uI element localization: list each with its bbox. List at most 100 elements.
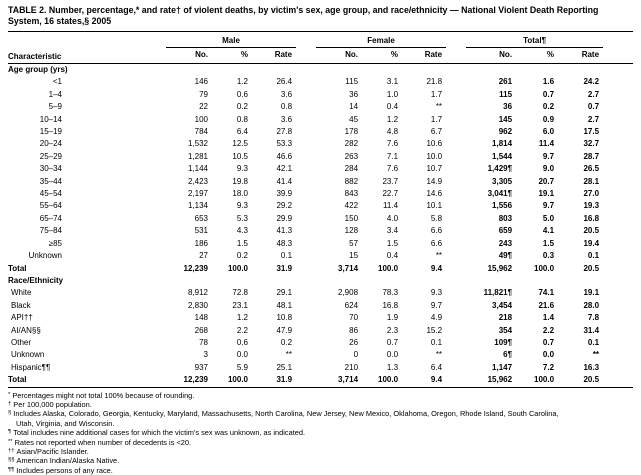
total-pct-cell: 100.0 bbox=[534, 263, 555, 273]
row-label-cell: Black bbox=[8, 300, 166, 312]
spacer-cell bbox=[446, 138, 466, 150]
group-header-row: Characteristic Male Female Total¶ bbox=[8, 31, 634, 64]
footnotes: * Percentages might not total 100% becau… bbox=[8, 391, 578, 475]
footnote-marker: †† bbox=[8, 448, 15, 454]
female-rate-cell: 4.9 bbox=[430, 313, 443, 323]
spacer-cell bbox=[603, 138, 633, 150]
female-no-cell: 26 bbox=[349, 337, 359, 347]
spacer-cell bbox=[446, 101, 466, 113]
row-label: 55–64 bbox=[39, 201, 62, 211]
male-pct-cell: 9.3 bbox=[236, 164, 248, 174]
total-rate-cell: 19.3 bbox=[583, 201, 600, 211]
footnote-text: Includes Alaska, Colorado, Georgia, Kent… bbox=[13, 409, 559, 428]
total-group-header: Total¶ bbox=[466, 31, 604, 48]
female-no-cell: 3,714 bbox=[316, 374, 363, 388]
table-row: 10–14 100 0.8 3.6 45 1.2 1.7 145 0.9 2.7 bbox=[8, 114, 633, 126]
total-no-cell: 1,429¶ bbox=[487, 164, 513, 174]
spacer-cell bbox=[446, 238, 466, 250]
total-rate-cell: 7.8 bbox=[587, 313, 600, 323]
footnote: ¶¶ Includes persons of any race. bbox=[8, 466, 578, 475]
female-no-cell: 70 bbox=[349, 313, 359, 323]
table-row: Unknown 27 0.2 0.1 15 0.4 ** 49¶ 0.3 0.1 bbox=[8, 250, 633, 262]
female-rate-cell: 9.7 bbox=[430, 300, 443, 310]
spacer-cell bbox=[296, 114, 316, 126]
male-pct-cell: 6.4 bbox=[236, 127, 248, 137]
spacer-cell bbox=[446, 263, 466, 275]
female-rate-cell: 1.7 bbox=[430, 89, 443, 99]
male-pct-cell: 0.0 bbox=[236, 350, 248, 360]
spacer-cell bbox=[446, 114, 466, 126]
table-row: 75–84 531 4.3 41.3 128 3.4 6.6 659 4.1 20.5 bbox=[8, 225, 633, 237]
total-no-cell: 1,147 bbox=[492, 362, 513, 372]
male-pct-cell: 1.2 bbox=[236, 313, 248, 323]
female-rate-cell: 15.2 bbox=[426, 325, 443, 335]
male-rate-cell: 10.8 bbox=[276, 313, 293, 323]
column-spacer bbox=[296, 31, 317, 64]
female-pct-cell: 1.2 bbox=[386, 114, 399, 124]
spacer-cell bbox=[296, 362, 316, 374]
male-pct-cell: 18.0 bbox=[232, 189, 248, 199]
spacer-cell bbox=[446, 287, 466, 299]
female-no-cell: 2,908 bbox=[338, 288, 359, 298]
total-pct-cell: 21.6 bbox=[538, 300, 555, 310]
male-pct-cell: 23.1 bbox=[232, 300, 248, 310]
male-group-header: Male bbox=[166, 31, 297, 48]
spacer-cell bbox=[296, 312, 316, 324]
table-row: 65–74 653 5.3 29.9 150 4.0 5.8 803 5.0 16.8 bbox=[8, 213, 633, 225]
spacer-cell bbox=[296, 325, 316, 337]
male-no-cell: 1,144 bbox=[187, 164, 208, 174]
spacer-cell bbox=[296, 151, 316, 163]
total-no-cell: 36 bbox=[503, 102, 513, 112]
footnote: † Per 100,000 population. bbox=[8, 400, 578, 409]
table-title: TABLE 2. Number, percentage,* and rate† … bbox=[8, 5, 599, 26]
total-rate-cell: 0.1 bbox=[587, 337, 600, 347]
female-rate-cell: 14.9 bbox=[426, 176, 443, 186]
spacer-cell bbox=[446, 200, 466, 212]
male-pct-cell: 4.3 bbox=[236, 226, 248, 236]
male-rate-cell: ** bbox=[285, 350, 293, 360]
row-label-cell: Total bbox=[8, 374, 166, 388]
footnote-marker: §§ bbox=[8, 457, 15, 464]
footnote-text: Total includes nine additional cases for… bbox=[13, 428, 306, 438]
spacer-cell bbox=[446, 374, 467, 388]
row-label: 35–44 bbox=[39, 176, 62, 186]
row-label: ≥85 bbox=[48, 238, 62, 248]
spacer-cell bbox=[446, 300, 466, 312]
row-label-cell: 35–44 bbox=[8, 176, 166, 188]
spacer-cell bbox=[603, 200, 633, 212]
column-spacer bbox=[603, 31, 634, 64]
row-label-cell: Other bbox=[8, 337, 166, 349]
table-row: API†† 148 1.2 10.8 70 1.9 4.9 218 1.4 7.8 bbox=[8, 312, 633, 324]
footnote-text: Includes persons of any race. bbox=[16, 465, 113, 475]
row-label-cell: Total bbox=[8, 263, 166, 275]
male-no-cell: 8,912 bbox=[187, 288, 208, 298]
male-no-cell: 531 bbox=[194, 226, 208, 236]
male-rate-cell: 29.2 bbox=[276, 201, 293, 211]
male-pct-cell: 0.6 bbox=[236, 337, 248, 347]
male-pct-cell: 0.2 bbox=[236, 102, 248, 112]
spacer-cell bbox=[296, 374, 317, 388]
spacer-cell bbox=[603, 126, 633, 138]
total-rate-cell: 27.0 bbox=[583, 189, 600, 199]
row-label-cell: 1–4 bbox=[8, 89, 166, 101]
total-rate-cell: 16.8 bbox=[583, 213, 600, 223]
male-rate-cell: 41.4 bbox=[276, 176, 293, 186]
total-rate-cell: 28.0 bbox=[583, 300, 600, 310]
female-pct-cell: 0.7 bbox=[386, 337, 399, 347]
table-row: White 8,912 72.8 29.1 2,908 78.3 9.3 11,821¶ 74.… bbox=[8, 287, 633, 299]
male-no-cell: 2,830 bbox=[187, 300, 208, 310]
section-total-row: Total 12,239 100.0 31.9 3,714 100.0 9.4 15,962 1… bbox=[8, 374, 634, 388]
female-pct-cell: 3.1 bbox=[386, 77, 399, 87]
total-no-cell: 218 bbox=[498, 313, 513, 323]
column-spacer bbox=[446, 31, 467, 64]
footnote-text: Per 100,000 population. bbox=[13, 399, 92, 409]
male-pct-cell: 100.0 bbox=[227, 263, 248, 273]
spacer-cell bbox=[296, 263, 316, 275]
table-row: 45–54 2,197 18.0 39.9 843 22.7 14.6 3,041¶ 19.1 2… bbox=[8, 188, 633, 200]
total-no-cell: 15,962 bbox=[487, 263, 513, 273]
total-pct-cell: 0.3 bbox=[542, 251, 555, 261]
total-no-cell: 6¶ bbox=[503, 350, 513, 360]
footnote-text: American Indian/Alaska Native. bbox=[16, 456, 120, 466]
table-row: Other 78 0.6 0.2 26 0.7 0.1 109¶ 0.7 0.1 bbox=[8, 337, 633, 349]
row-label-cell: <1 bbox=[8, 76, 166, 88]
